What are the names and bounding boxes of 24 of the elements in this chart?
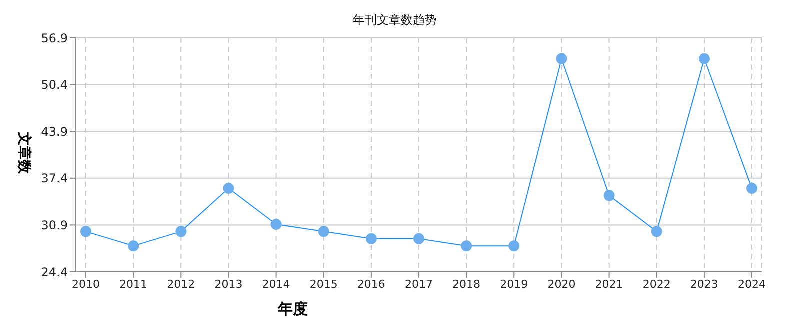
x-tick-label: 2010 <box>72 278 100 291</box>
x-tick-label: 2018 <box>452 278 481 291</box>
x-tick-label: 2013 <box>214 278 243 291</box>
y-tick-label: 56.9 <box>41 31 68 46</box>
x-tick-label: 2011 <box>120 278 148 291</box>
y-tick-label: 50.4 <box>41 78 68 92</box>
x-tick-label: 2017 <box>405 278 433 291</box>
x-tick-label: 2014 <box>262 278 290 291</box>
y-axis-title: 文章数 <box>15 132 33 174</box>
x-tick-label: 2016 <box>357 278 386 291</box>
x-tick-label: 2023 <box>690 278 718 291</box>
x-tick-label: 2015 <box>310 278 338 291</box>
y-tick-label: 24.4 <box>41 265 68 280</box>
x-tick-label: 2022 <box>642 278 671 291</box>
x-tick-label: 2019 <box>500 278 528 291</box>
x-tick-label: 2024 <box>738 278 766 291</box>
y-tick-label: 30.9 <box>41 218 68 232</box>
y-tick-label: 37.4 <box>41 172 68 186</box>
x-tick-label: 2020 <box>548 278 576 291</box>
y-tick-label: 43.9 <box>41 124 68 139</box>
x-tick-label: 2021 <box>595 278 624 291</box>
x-axis-title: 年度 <box>278 300 308 319</box>
chart-title: 年刊文章数趋势 <box>352 12 438 29</box>
x-tick-label: 2012 <box>167 278 196 291</box>
